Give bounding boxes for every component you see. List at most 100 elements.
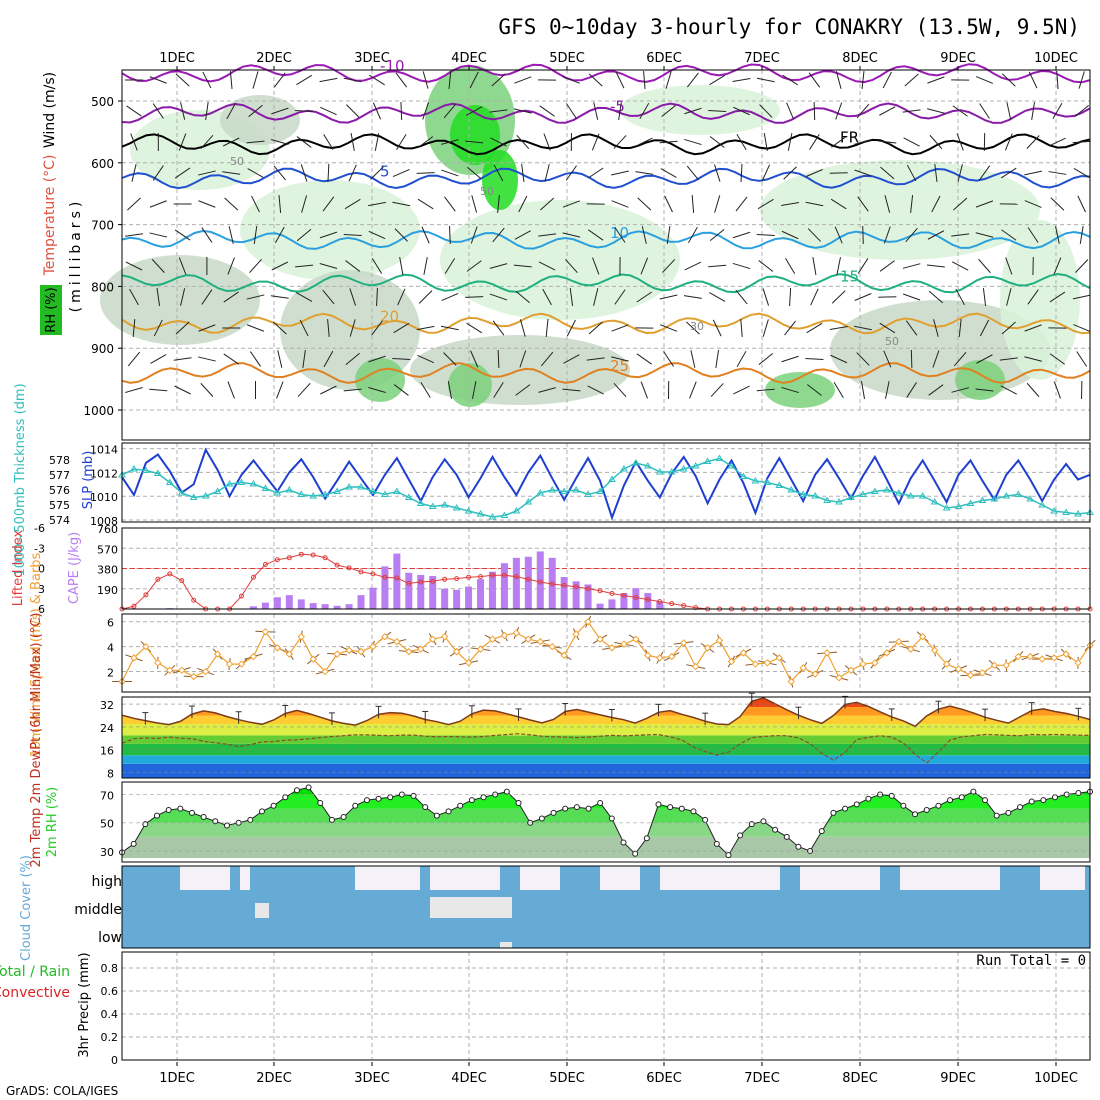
lifted-index-point [645,597,651,603]
wind-barb [783,166,797,180]
wind-speed-point [596,635,604,643]
wind-barb [228,226,234,244]
wind-speed-point [524,635,533,643]
lifted-index-point [430,578,436,584]
wind-barb [684,138,702,146]
wind-speed-point [464,659,473,667]
lifted-index-point [322,555,328,561]
wind-speed-point [417,645,425,653]
wind-barb [688,226,698,244]
wind-barb [125,261,143,271]
thickness-point [775,481,784,488]
wind-barb [247,168,264,178]
wind-barb [300,164,308,182]
wind-barb [348,164,357,182]
thickness-point [787,486,796,493]
rh-point [713,840,720,847]
wind-speed-point [715,636,724,645]
thickness-point [751,477,760,484]
rh-point [1040,797,1047,804]
credit-label: GrADS: COLA/IGES [6,1084,118,1098]
cape-bar [369,587,377,609]
thickness-point [189,493,198,500]
wind-barb [180,102,186,120]
isotherm-5 [121,167,1091,190]
wind-barb [1006,288,1012,306]
wind-speed-point [536,637,544,646]
wind-barb [857,258,869,274]
lifted-index-point [525,576,531,582]
wind-speed-point [285,650,294,658]
cloud-high-gap [520,866,560,890]
wind-barb [856,103,870,119]
wind-barb [929,134,943,150]
wind-axis-label: 10m Wind Speed (m/s) & Barbs [29,552,44,757]
wind-speed-point [261,627,270,636]
rh-contour-label: 50 [885,335,899,348]
wind-speed-point [727,657,736,666]
wind-speed-point [811,670,819,678]
thickness-tick-label: 576 [49,484,70,497]
wind-speed-point [452,647,461,656]
wind-barb [903,137,920,147]
wind-barb [175,73,190,87]
wind-barb [735,289,748,305]
wind-barb [516,134,530,150]
lifted-index-point [669,601,675,607]
thickness-point [177,489,186,496]
wind-barb [640,381,648,399]
wind-barb [539,105,555,117]
wind-barb [686,72,699,88]
lifted-index-point [693,605,699,611]
lifted-index-point [406,580,412,586]
wind-speed-point [608,644,616,652]
wind-barb [538,233,557,237]
pressure-units-label: (millibars) [68,198,84,313]
wind-barb [569,288,574,306]
wind-barb [253,226,258,244]
wind-barb [660,168,677,178]
wind-barb [786,102,795,120]
top-day-label: 4DEC [451,51,487,66]
wind-barb [131,164,137,182]
wind-barb [422,71,429,89]
wind-barb [665,71,672,89]
wind-barb [497,194,500,214]
wind-barb [297,383,311,397]
thickness-point [333,487,341,494]
rh-tick-label: 70 [100,789,114,802]
wind-speed-point [990,661,999,670]
wind-barb [662,259,676,273]
wind-barb [469,71,479,89]
wind-barb [519,350,527,368]
wind-barb [125,233,143,237]
wind-barb [270,295,289,299]
slp-frame [121,442,1091,523]
thickness-point [285,486,294,493]
wind-speed-point [476,645,485,653]
wind-barb [180,288,186,306]
wind-barb [543,133,551,151]
rh-point [1028,798,1035,805]
wind-barb [882,71,892,89]
wind-barb [593,102,599,120]
wind-barb [368,387,386,393]
rh-point [655,801,662,808]
wind-barb [975,76,994,84]
isotherm-label: -5 [610,97,625,115]
wind-barb [565,258,578,274]
rh-shading [240,180,420,280]
thickness-point [321,490,330,497]
rh-point [935,802,942,809]
cloud-high-gap [240,866,250,890]
wind-barb [447,381,453,399]
wind-barb [274,226,285,244]
wind-barb [149,200,167,208]
wind-barb [343,234,362,236]
cape-bar [572,581,580,609]
wind-barb [132,318,136,338]
cape-bar [285,595,293,609]
wind-barb [417,198,434,210]
wind-speed-point [954,665,963,673]
wind-barb [1001,229,1017,241]
